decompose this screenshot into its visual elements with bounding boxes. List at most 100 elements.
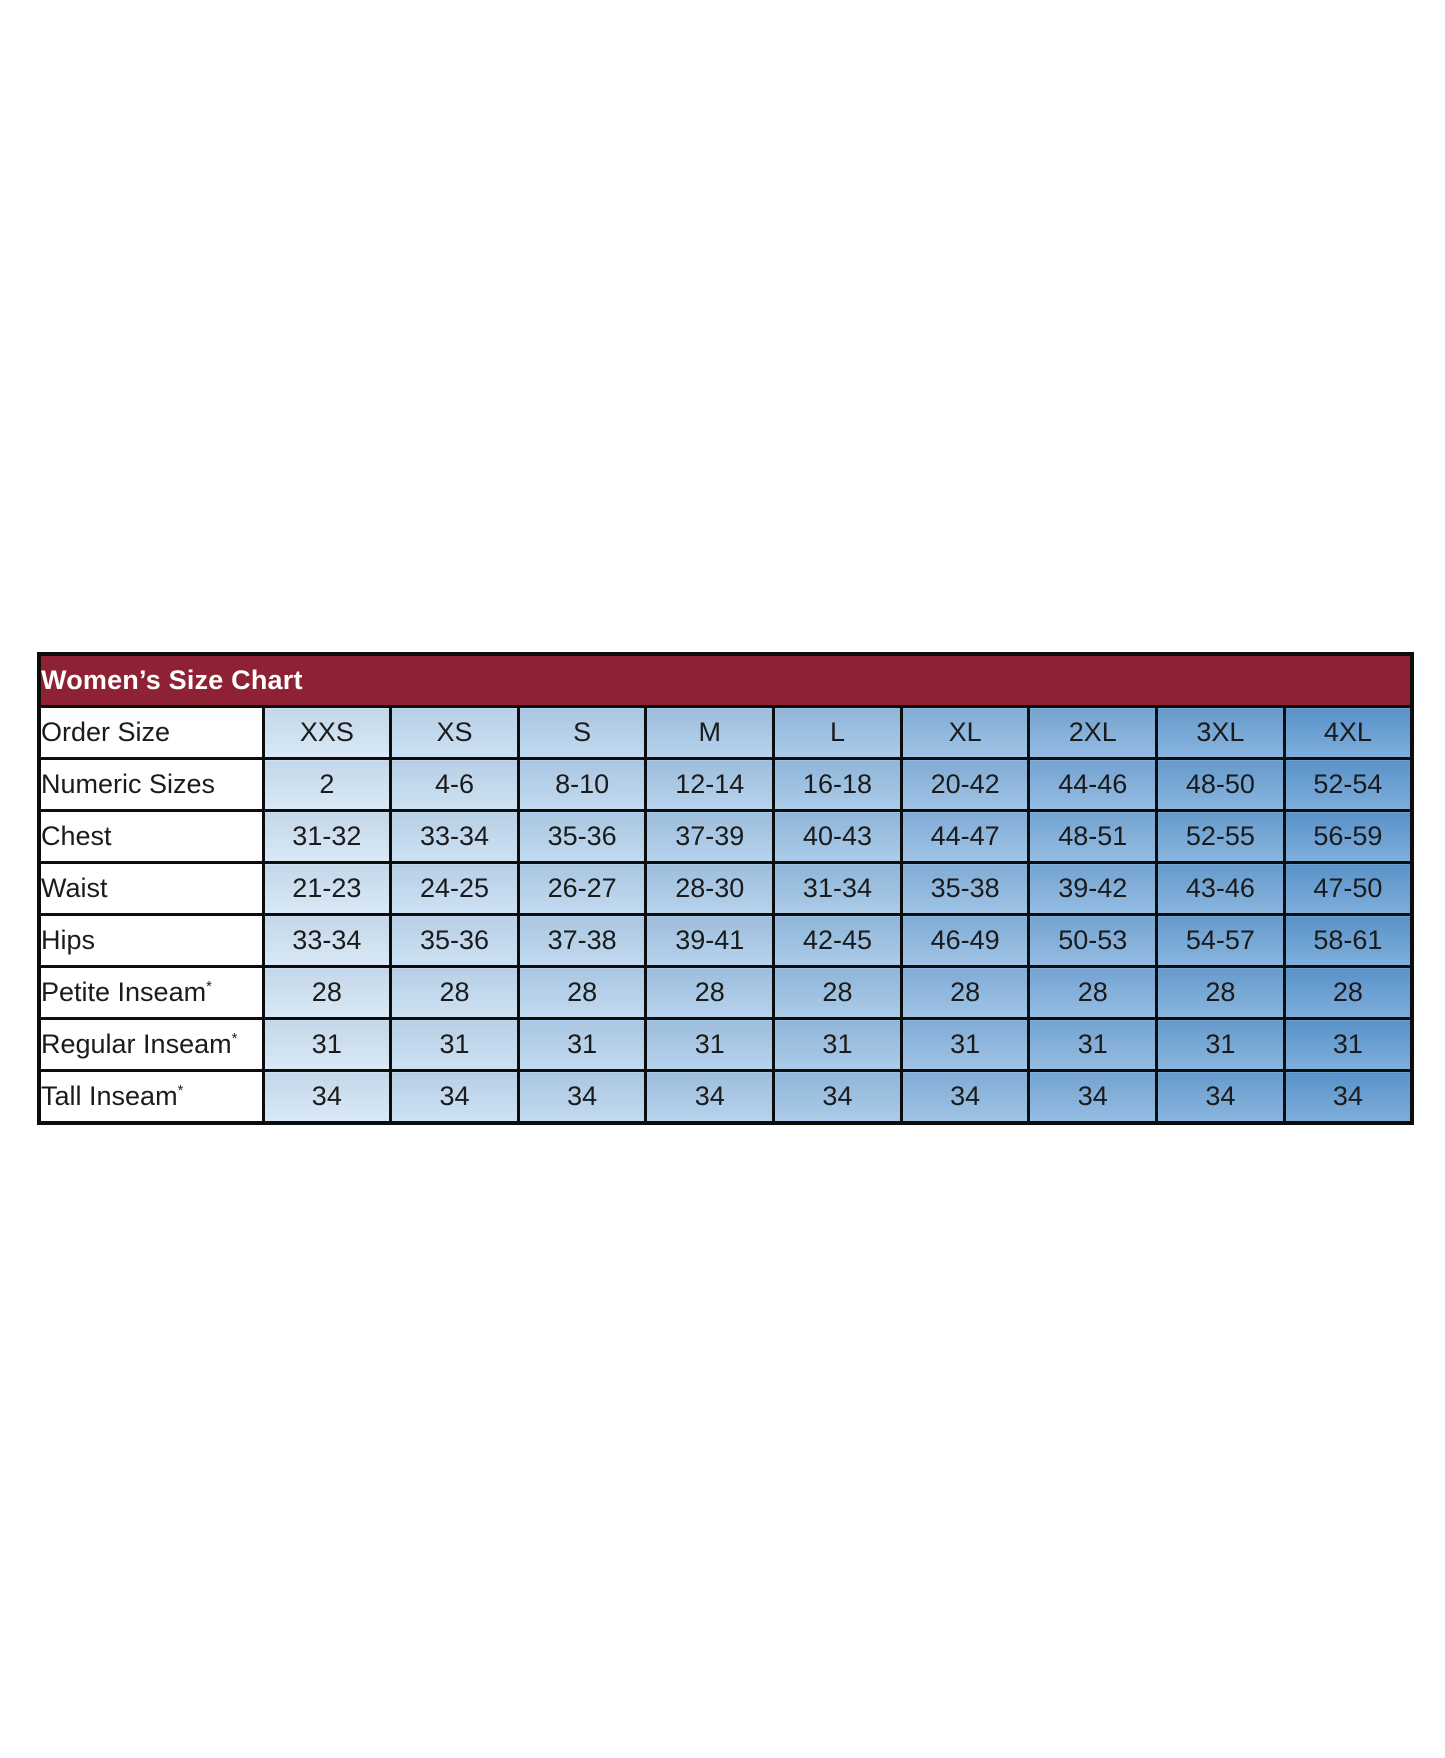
value-cell: 26-27	[516, 861, 648, 916]
row-label-text: Hips	[41, 925, 96, 955]
value-cell: 33-34	[261, 913, 393, 968]
value-cell: 28	[261, 965, 393, 1020]
table-row: Order Size XXS XS S M L XL 2XL 3XL 4XL	[37, 705, 1414, 760]
row-label-text: Order Size	[41, 717, 171, 747]
value-cell: 39-41	[644, 913, 776, 968]
table-row: Chest 31-32 33-34 35-36 37-39 40-43 44-47 48-51…	[37, 809, 1414, 864]
value-cell: 34	[644, 1069, 776, 1125]
row-label-text: Petite Inseam	[41, 977, 207, 1007]
value-cell: 34	[261, 1069, 393, 1125]
footnote-asterisk: *	[177, 1083, 184, 1099]
value-cell: 28-30	[644, 861, 776, 916]
value-cell: 31-32	[261, 809, 393, 864]
row-label: Chest	[37, 809, 265, 864]
value-cell: 50-53	[1027, 913, 1159, 968]
value-cell: 34	[899, 1069, 1031, 1125]
value-cell: 42-45	[772, 913, 903, 968]
value-cell: 34	[1027, 1069, 1159, 1125]
value-cell: 3XL	[1155, 705, 1286, 760]
table-row: Petite Inseam* 28 28 28 28 28 28 28 28 28	[37, 965, 1414, 1020]
row-label: Petite Inseam*	[37, 965, 265, 1020]
value-cell: 4XL	[1282, 705, 1414, 760]
value-cell: 21-23	[261, 861, 393, 916]
row-label-text: Numeric Sizes	[41, 769, 216, 799]
row-label: Regular Inseam*	[37, 1017, 265, 1072]
value-cell: 34	[516, 1069, 648, 1125]
value-cell: 52-55	[1155, 809, 1286, 864]
value-cell: 31	[899, 1017, 1031, 1072]
table-row: Regular Inseam* 31 31 31 31 31 31 31 31 31	[37, 1017, 1414, 1072]
value-cell: 48-50	[1155, 757, 1286, 812]
row-label: Order Size	[37, 705, 265, 760]
value-cell: 31	[644, 1017, 776, 1072]
value-cell: 39-42	[1027, 861, 1159, 916]
value-cell: 2	[261, 757, 393, 812]
value-cell: 56-59	[1282, 809, 1414, 864]
value-cell: 43-46	[1155, 861, 1286, 916]
value-cell: 34	[389, 1069, 520, 1125]
value-cell: 40-43	[772, 809, 903, 864]
value-cell: 31	[261, 1017, 393, 1072]
value-cell: 52-54	[1282, 757, 1414, 812]
value-cell: 4-6	[389, 757, 520, 812]
value-cell: XL	[899, 705, 1031, 760]
value-cell: 37-38	[516, 913, 648, 968]
footnote-asterisk: *	[206, 979, 212, 995]
value-cell: 31	[1027, 1017, 1159, 1072]
value-cell: 31	[389, 1017, 520, 1072]
value-cell: 35-36	[516, 809, 648, 864]
table-row: Tall Inseam* 34 34 34 34 34 34 34 34 34	[37, 1069, 1414, 1125]
row-label-text: Chest	[41, 821, 112, 851]
value-cell: 33-34	[389, 809, 520, 864]
value-cell: 2XL	[1027, 705, 1159, 760]
row-label-text: Waist	[41, 873, 108, 903]
title-row: Women’s Size Chart	[37, 652, 1414, 708]
value-cell: 8-10	[516, 757, 648, 812]
value-cell: 34	[1155, 1069, 1286, 1125]
value-cell: 28	[772, 965, 903, 1020]
value-cell: 31	[516, 1017, 648, 1072]
row-label: Hips	[37, 913, 265, 968]
value-cell: 35-36	[389, 913, 520, 968]
value-cell: XXS	[261, 705, 393, 760]
value-cell: 28	[1027, 965, 1159, 1020]
value-cell: 28	[389, 965, 520, 1020]
table-title: Women’s Size Chart	[37, 652, 1414, 708]
value-cell: 28	[1282, 965, 1414, 1020]
value-cell: 34	[772, 1069, 903, 1125]
value-cell: 35-38	[899, 861, 1031, 916]
value-cell: 44-47	[899, 809, 1031, 864]
value-cell: 24-25	[389, 861, 520, 916]
table-row: Waist 21-23 24-25 26-27 28-30 31-34 35-38 39-42…	[37, 861, 1414, 916]
value-cell: 28	[899, 965, 1031, 1020]
row-label: Waist	[37, 861, 265, 916]
value-cell: 31	[772, 1017, 903, 1072]
value-cell: 54-57	[1155, 913, 1286, 968]
footnote-asterisk: *	[231, 1031, 238, 1047]
value-cell: 46-49	[899, 913, 1031, 968]
table-row: Numeric Sizes 2 4-6 8-10 12-14 16-18 20-42 44-4…	[37, 757, 1414, 812]
row-label-text: Tall Inseam	[41, 1081, 178, 1111]
row-label: Numeric Sizes	[37, 757, 265, 812]
table-row: Hips 33-34 35-36 37-38 39-41 42-45 46-49 50-53 5…	[37, 913, 1414, 968]
size-table-body: Women’s Size Chart Order Size XXS XS S M L XL 2…	[37, 652, 1414, 1125]
value-cell: 47-50	[1282, 861, 1414, 916]
value-cell: 28	[644, 965, 776, 1020]
value-cell: 28	[1155, 965, 1286, 1020]
value-cell: 12-14	[644, 757, 776, 812]
value-cell: 48-51	[1027, 809, 1159, 864]
value-cell: 31-34	[772, 861, 903, 916]
row-label: Tall Inseam*	[37, 1069, 265, 1125]
value-cell: 34	[1282, 1069, 1414, 1125]
value-cell: S	[516, 705, 648, 760]
value-cell: L	[772, 705, 903, 760]
row-label-text: Regular Inseam	[41, 1029, 232, 1059]
value-cell: 20-42	[899, 757, 1031, 812]
value-cell: 28	[516, 965, 648, 1020]
value-cell: M	[644, 705, 776, 760]
value-cell: 58-61	[1282, 913, 1414, 968]
value-cell: 44-46	[1027, 757, 1159, 812]
size-chart-table: Women’s Size Chart Order Size XXS XS S M L XL 2…	[37, 652, 1414, 1125]
value-cell: XS	[389, 705, 520, 760]
